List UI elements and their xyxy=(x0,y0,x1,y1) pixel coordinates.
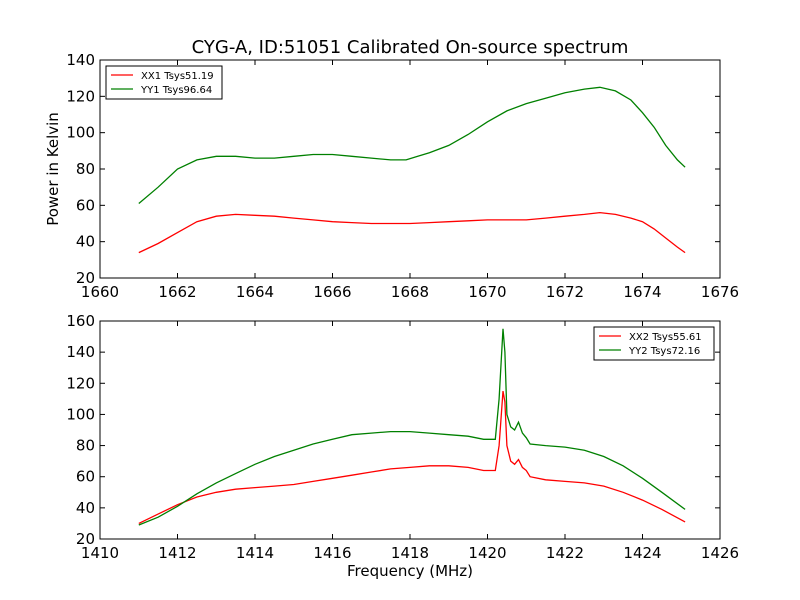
y-tick-label-top: 40 xyxy=(76,233,95,251)
y-tick-label-bottom: 100 xyxy=(66,405,95,423)
y-tick-label-top: 60 xyxy=(76,196,95,214)
x-tick-label-top: 1666 xyxy=(313,283,351,301)
legend-bottom: XX2 Tsys55.61 YY2 Tsys72.16 xyxy=(593,326,715,361)
series-line-top-2 xyxy=(138,86,686,204)
x-tick-label-top: 1668 xyxy=(391,283,429,301)
figure-title: CYG-A, ID:51051 Calibrated On-source spe… xyxy=(192,37,629,58)
x-tick-label-bottom: 1414 xyxy=(236,544,274,562)
tick-layer-top: 1660 1662 1664 1666 1668 1670 1672 1674 1676 20 40… xyxy=(66,51,739,301)
y-tick-label-top: 20 xyxy=(76,269,95,287)
series-line-bottom-1 xyxy=(138,390,686,524)
x-axis-label-bottom: Frequency (MHz) xyxy=(347,562,473,580)
x-tick-label-top: 1670 xyxy=(468,283,506,301)
series-line-top-1 xyxy=(138,211,686,254)
x-tick-label-top: 1664 xyxy=(236,283,274,301)
x-tick-label-bottom: 1422 xyxy=(546,544,584,562)
legend-top: XX1 Tsys51.19 YY1 Tsys96.64 xyxy=(105,65,223,100)
x-tick-label-top: 1674 xyxy=(623,283,661,301)
subplot-bottom: 1410 1412 1414 1416 1418 1420 1422 1424 1426 20 40… xyxy=(66,312,739,580)
x-tick-label-bottom: 1420 xyxy=(468,544,506,562)
x-tick-label-bottom: 1410 xyxy=(81,544,119,562)
legend-label-top-1: XX1 Tsys51.19 xyxy=(141,71,214,82)
x-tick-label-top: 1660 xyxy=(81,283,119,301)
legend-label-top-2: YY1 Tsys96.64 xyxy=(140,85,212,96)
y-tick-label-bottom: 20 xyxy=(76,530,95,548)
legend-label-bottom-1: XX2 Tsys55.61 xyxy=(629,332,702,343)
y-tick-label-bottom: 120 xyxy=(66,374,95,392)
y-tick-label-top: 100 xyxy=(66,124,95,142)
y-axis-label-top: Power in Kelvin xyxy=(44,112,62,226)
x-tick-label-bottom: 1426 xyxy=(701,544,739,562)
x-tick-label-bottom: 1416 xyxy=(313,544,351,562)
series-line-bottom-2 xyxy=(138,328,686,526)
y-tick-label-bottom: 40 xyxy=(76,499,95,517)
x-tick-label-bottom: 1418 xyxy=(391,544,429,562)
y-tick-label-bottom: 60 xyxy=(76,468,95,486)
tick-layer-bottom: 1410 1412 1414 1416 1418 1420 1422 1424 1426 20 40… xyxy=(66,312,739,562)
legend-label-bottom-2: YY2 Tsys72.16 xyxy=(628,346,700,357)
y-tick-label-bottom: 80 xyxy=(76,437,95,455)
legend-box-top xyxy=(105,65,223,100)
series-layer-bottom xyxy=(138,328,686,526)
x-tick-label-bottom: 1412 xyxy=(158,544,196,562)
x-tick-label-top: 1662 xyxy=(158,283,196,301)
x-tick-label-top: 1672 xyxy=(546,283,584,301)
y-tick-label-top: 120 xyxy=(66,87,95,105)
series-layer-top xyxy=(138,86,686,254)
y-tick-label-top: 80 xyxy=(76,160,95,178)
legend-box-bottom xyxy=(593,326,715,361)
y-tick-label-top: 140 xyxy=(66,51,95,69)
y-tick-label-bottom: 160 xyxy=(66,312,95,330)
y-tick-label-bottom: 140 xyxy=(66,343,95,361)
x-tick-label-bottom: 1424 xyxy=(623,544,661,562)
x-tick-label-top: 1676 xyxy=(701,283,739,301)
subplot-top: 1660 1662 1664 1666 1668 1670 1672 1674 1676 20 40… xyxy=(44,51,739,301)
